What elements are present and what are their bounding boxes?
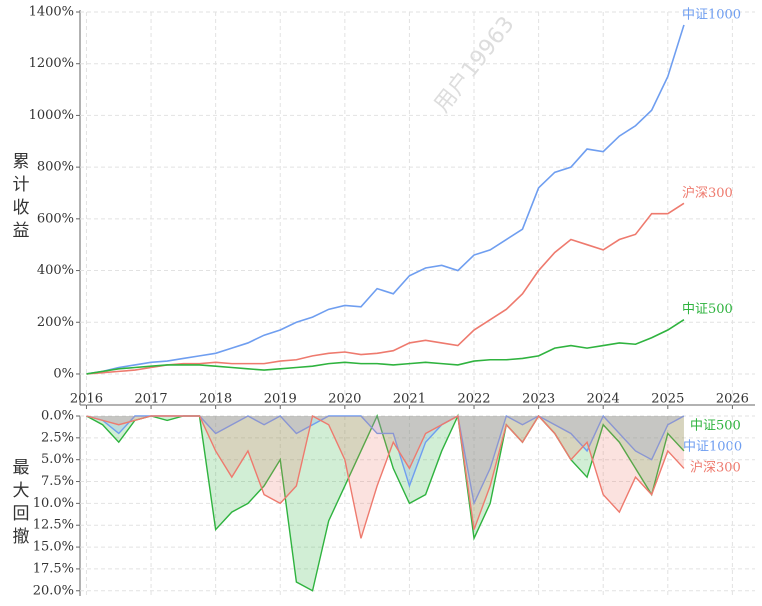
y-tick-label: 10.0% — [33, 496, 74, 511]
y-tick-label: 400% — [37, 263, 74, 278]
x-tick-label: 2024 — [587, 392, 620, 407]
y-tick-label: 0% — [53, 366, 74, 381]
x-tick-label: 2016 — [70, 392, 103, 407]
x-tick-label: 2022 — [457, 392, 490, 407]
y-tick-label: 17.5% — [33, 561, 74, 576]
y-tick-label: 15.0% — [33, 540, 74, 555]
y-axis-title: 最大回撤 — [9, 458, 30, 550]
y-tick-label: 20.0% — [33, 583, 74, 598]
y-tick-label: 1200% — [29, 56, 74, 71]
y-tick-label: 800% — [37, 160, 74, 175]
x-tick-label: 2023 — [522, 392, 555, 407]
series-label: 中证1000 — [682, 7, 741, 22]
y-tick-label: 200% — [37, 315, 74, 330]
series-line — [86, 319, 685, 375]
y-tick-label: 7.5% — [41, 474, 74, 489]
y-tick-label: 5.0% — [41, 452, 74, 467]
series-label: 中证500 — [682, 302, 733, 317]
drawdown-line — [86, 414, 685, 539]
watermark: 用户19963 — [430, 12, 520, 117]
x-tick-label: 2019 — [264, 392, 297, 407]
legend-label: 中证500 — [690, 419, 741, 434]
drawdown-area — [86, 416, 684, 591]
y-tick-label: 1400% — [29, 5, 74, 20]
x-tick-label: 2018 — [199, 392, 232, 407]
y-axis-title: 累计收益 — [9, 152, 30, 244]
y-tick-label: 600% — [37, 211, 74, 226]
y-tick-label: 2.5% — [41, 430, 74, 445]
x-tick-label: 2026 — [716, 392, 749, 407]
series-line — [86, 202, 685, 375]
drawdown-area — [86, 416, 684, 539]
legend-label: 沪深300 — [690, 460, 741, 476]
x-tick-label: 2021 — [393, 392, 426, 407]
legend-label: 中证1000 — [683, 440, 742, 455]
y-tick-label: 0.0% — [41, 409, 74, 424]
series-label: 沪深300 — [682, 185, 733, 201]
y-tick-label: 12.5% — [33, 518, 74, 533]
x-tick-label: 2017 — [135, 392, 168, 407]
x-tick-label: 2020 — [328, 392, 361, 407]
y-tick-label: 1000% — [29, 108, 74, 123]
x-tick-label: 2025 — [651, 392, 684, 407]
series-line — [86, 24, 685, 375]
